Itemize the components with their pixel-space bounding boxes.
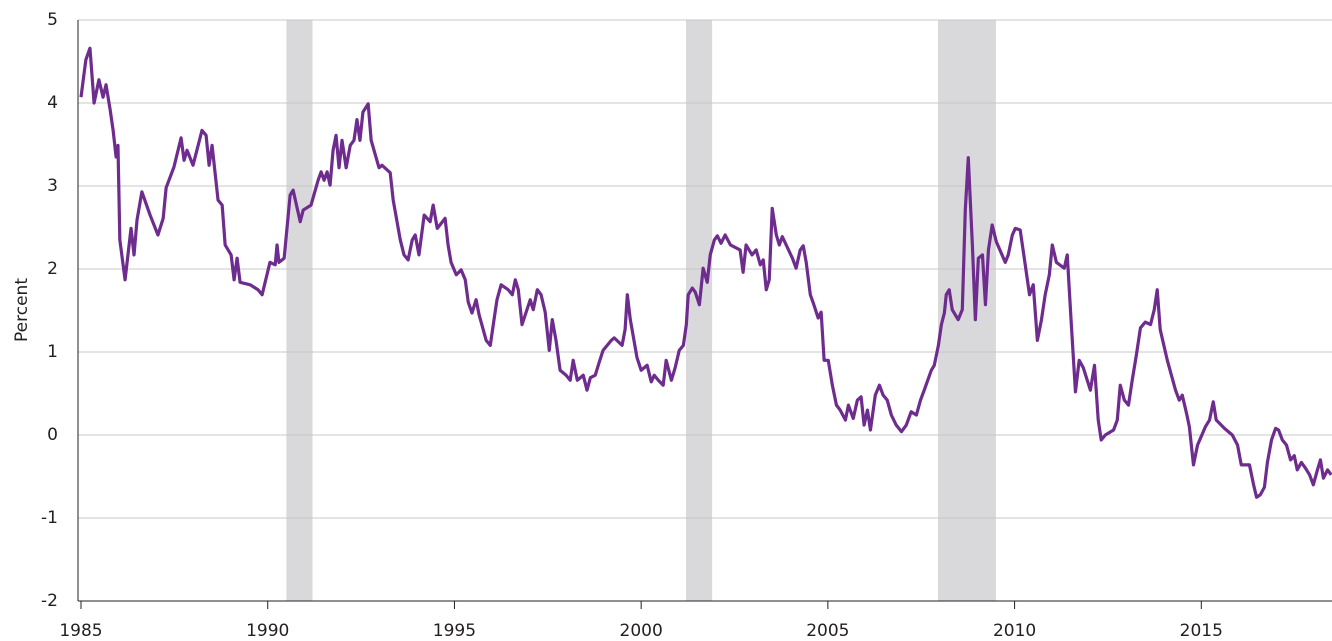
recession-band <box>685 20 713 601</box>
y-tick-label: 0 <box>47 425 58 445</box>
x-tick-label: 1990 <box>246 621 289 641</box>
y-axis-label: Percent <box>12 278 32 342</box>
data-line <box>79 46 1332 499</box>
recession-band <box>286 20 313 601</box>
x-tick-label: 1995 <box>433 621 476 641</box>
y-tick-label: 4 <box>47 93 58 113</box>
x-tick-label: 2010 <box>993 621 1036 641</box>
recession-band <box>938 20 996 601</box>
y-tick-label: -1 <box>41 508 58 528</box>
y-tick-label: 3 <box>47 176 58 196</box>
x-tick-label: 1985 <box>59 621 102 641</box>
x-tick-label: 2000 <box>620 621 663 641</box>
x-tick-label: 2005 <box>806 621 849 641</box>
y-tick-label: 2 <box>47 259 58 279</box>
y-tick-label: -2 <box>41 591 58 611</box>
y-tick-label: 5 <box>47 10 58 30</box>
x-tick-label: 2015 <box>1180 621 1223 641</box>
y-tick-label: 1 <box>47 342 58 362</box>
